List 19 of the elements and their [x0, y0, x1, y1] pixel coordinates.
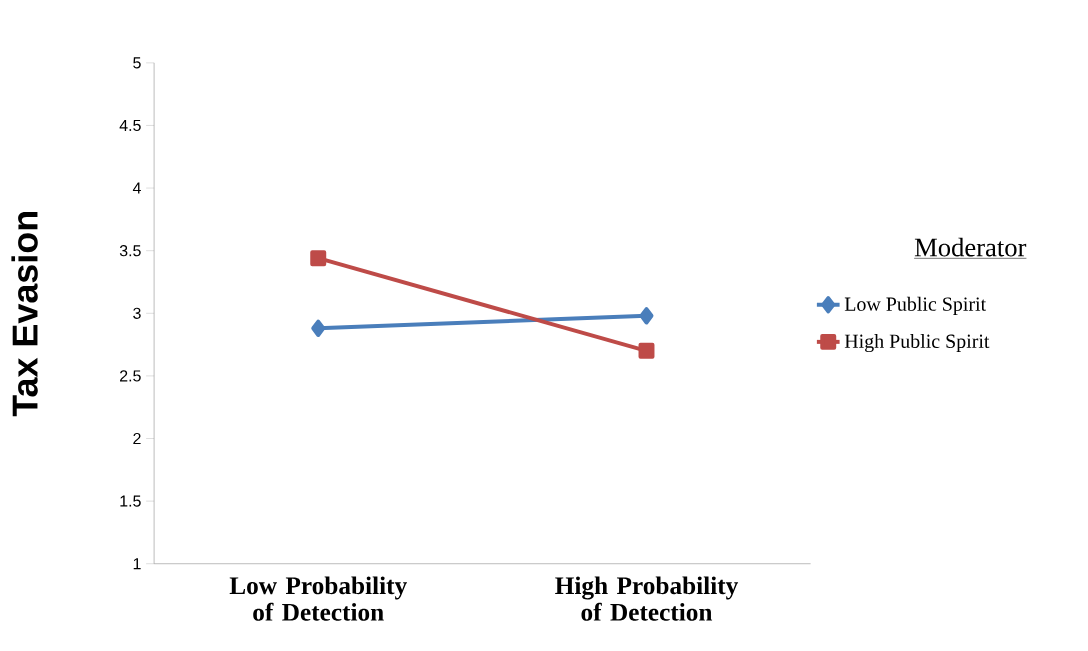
point	[639, 307, 654, 325]
point	[638, 343, 655, 360]
y-tick-label: 4.5	[119, 120, 141, 132]
y-tick-label: 5	[133, 57, 141, 69]
x-tick-label: Low Probability of Detection	[229, 576, 407, 622]
y-axis-title: Tax Evasion	[11, 212, 38, 417]
y-tick-label: 4	[132, 182, 141, 194]
legend-label: Low Public Spirit	[844, 297, 987, 316]
legend-label: High Public Spirit	[844, 334, 990, 353]
y-tick-label: 3.5	[119, 245, 141, 257]
point	[310, 250, 327, 267]
y-tick-label: 1	[133, 558, 141, 570]
y-tick-label: 2.5	[120, 370, 141, 382]
y-tick-label: 2	[133, 433, 141, 445]
y-tick-label: 1.5	[120, 495, 141, 507]
y-tick-label: 3	[133, 307, 141, 320]
legend-title: Moderator	[914, 237, 1027, 257]
x-tick-label: High Probability of Detection	[555, 576, 739, 622]
point	[311, 319, 326, 338]
